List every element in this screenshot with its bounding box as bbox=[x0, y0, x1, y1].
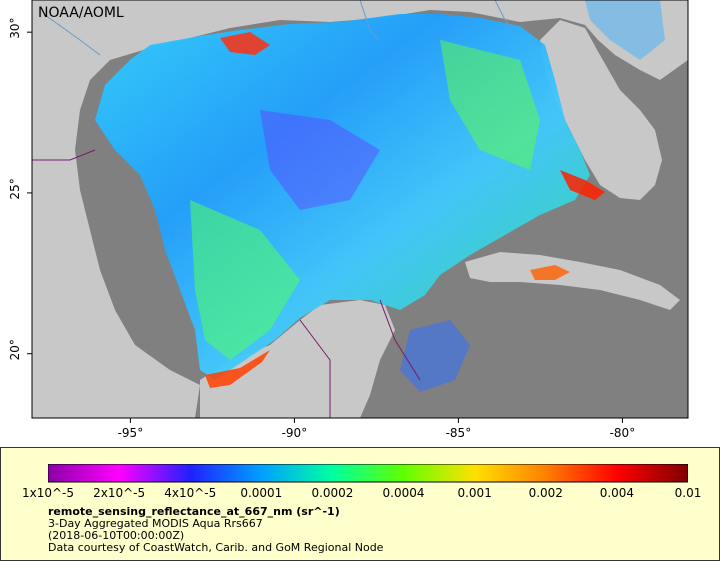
legend-subtitle-product: 3-Day Aggregated MODIS Aqua Rrs667 bbox=[48, 517, 263, 530]
legend-data-credit: Data courtesy of CoastWatch, Carib. and … bbox=[48, 541, 384, 554]
colorbar bbox=[48, 464, 688, 483]
coastal-high-reflectance-north bbox=[220, 32, 270, 55]
longitude-axis: -95° -90° -85° -80° bbox=[118, 418, 636, 440]
colorbar-scale bbox=[48, 464, 688, 483]
latitude-axis: 30° 25° 20° bbox=[8, 18, 32, 360]
map-frame bbox=[31, 0, 689, 419]
green-band-west bbox=[190, 200, 300, 360]
cuba-coast-patch bbox=[530, 265, 570, 280]
map-panel: NOAA/AOML -95° -90° -85° -80° 30° 25° 20° bbox=[8, 0, 689, 440]
coastal-high-reflectance-florida bbox=[560, 170, 605, 200]
colorbar-tick-label: 4x10^-5 bbox=[164, 486, 217, 500]
colorbar-tick-label: 1x10^-5 bbox=[21, 486, 75, 500]
colorbar-tick-label: 0.0001 bbox=[240, 486, 283, 500]
legend-subtitle-date: (2018-06-10T00:00:00Z) bbox=[48, 529, 185, 542]
green-band-east bbox=[440, 40, 540, 170]
colorbar-tick-label: 0.004 bbox=[599, 486, 635, 500]
lat-tick-label: 30° bbox=[8, 18, 22, 39]
colorbar-tick-label: 0.0004 bbox=[382, 486, 425, 500]
colorbar-tick-label: 0.002 bbox=[528, 486, 563, 500]
colorbar-tick-label: 0.001 bbox=[457, 486, 492, 500]
lon-tick-label: -80° bbox=[610, 426, 636, 440]
legend-title: remote_sensing_reflectance_at_667_nm (sr… bbox=[48, 505, 340, 518]
purple-patches bbox=[260, 110, 380, 210]
florida-peninsula bbox=[540, 20, 662, 200]
coastal-high-reflectance-campeche bbox=[205, 350, 270, 388]
political-boundaries bbox=[32, 149, 421, 418]
map-credit-label: NOAA/AOML bbox=[38, 5, 124, 21]
legend-panel: 1x10^-5 2x10^-5 4x10^-5 0.0001 0.0002 0.0004 0… bbox=[0, 447, 720, 561]
cuba-island bbox=[465, 252, 680, 310]
colorbar-tick-label: 0.01 bbox=[674, 486, 702, 500]
colorbar-tick-label: 0.0002 bbox=[311, 486, 354, 500]
yucatan-peninsula bbox=[200, 300, 395, 418]
lon-tick-label: -90° bbox=[282, 426, 308, 440]
lon-tick-label: -95° bbox=[118, 426, 144, 440]
atlantic-scatter-data bbox=[585, 0, 665, 60]
rivers bbox=[44, 0, 513, 56]
colorbar-tick-label: 2x10^-5 bbox=[93, 486, 146, 500]
lat-tick-label: 20° bbox=[8, 339, 22, 360]
caribbean-scatter-data bbox=[400, 320, 470, 392]
map-plot: NOAA/AOML -95° -90° -85° -80° 30° 25° 20° bbox=[8, 0, 689, 440]
lat-tick-label: 25° bbox=[8, 178, 22, 199]
lon-tick-label: -85° bbox=[446, 426, 472, 440]
